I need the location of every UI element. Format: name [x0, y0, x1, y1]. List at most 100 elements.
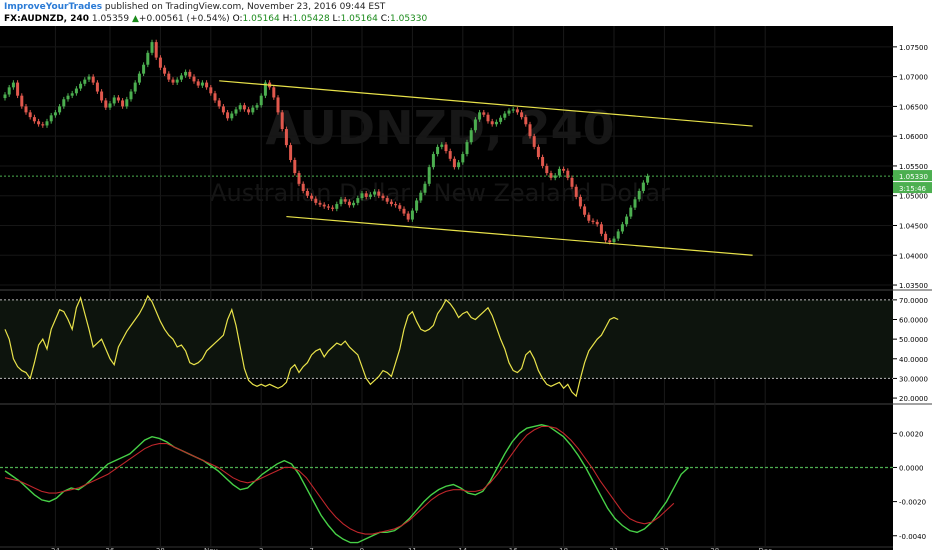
price-tick-label: 1.06000: [899, 133, 928, 141]
candle: [452, 158, 456, 168]
price-tick-label: 1.05000: [899, 193, 928, 201]
candle: [629, 207, 633, 217]
candle: [230, 113, 234, 119]
x-tick-label: 28: [710, 547, 719, 550]
x-tick-label: 14: [458, 547, 467, 550]
candle: [289, 145, 293, 160]
candle: [637, 190, 641, 200]
candle: [574, 186, 578, 197]
rsi-tick-label: 50.0000: [899, 336, 928, 344]
candle: [129, 91, 133, 100]
x-tick-label: 28: [156, 547, 165, 550]
candle: [11, 82, 15, 88]
candle: [608, 240, 612, 243]
candle: [293, 159, 297, 174]
candle: [167, 73, 171, 80]
candle: [541, 157, 545, 166]
candle: [125, 99, 129, 107]
candle: [242, 105, 246, 110]
candle: [423, 183, 427, 193]
watermark-name: Australian Dollar / New Zealand Dollar: [210, 179, 670, 207]
candle: [142, 64, 146, 74]
candle: [431, 154, 435, 168]
candle: [70, 93, 74, 96]
candle: [108, 103, 112, 108]
candle: [570, 177, 574, 187]
price-change: +0.00561 (+0.54%): [138, 14, 230, 24]
candle: [436, 146, 440, 155]
candle: [545, 165, 549, 174]
price-tick-label: 1.05500: [899, 163, 928, 171]
candle: [28, 112, 32, 118]
price-tick-label: 1.07500: [899, 44, 928, 52]
candle: [410, 210, 414, 220]
candle: [368, 194, 372, 197]
candle: [318, 202, 322, 205]
x-tick-label: 3: [259, 547, 263, 550]
high-label: H:: [282, 14, 293, 24]
candle: [100, 91, 104, 101]
publisher-link[interactable]: ImproveYourTrades: [4, 2, 103, 12]
symbol-label[interactable]: FX:AUDNZD, 240: [4, 14, 90, 24]
candle: [394, 204, 398, 206]
candle: [448, 151, 452, 159]
close-label: C:: [380, 14, 391, 24]
candle: [150, 42, 154, 53]
candle: [490, 121, 494, 125]
price-tick-label: 1.06500: [899, 103, 928, 111]
candle: [633, 199, 637, 208]
candle: [62, 99, 66, 107]
candle: [486, 114, 490, 122]
candle: [343, 199, 347, 202]
candle: [226, 112, 230, 119]
x-tick-label: Nov: [204, 547, 218, 550]
candle: [641, 182, 645, 191]
candle: [360, 193, 364, 199]
x-tick-label: 11: [408, 547, 417, 550]
candle: [301, 183, 305, 191]
candle: [251, 107, 255, 113]
countdown-tag: [893, 182, 932, 194]
candle: [427, 167, 431, 184]
x-tick-label: 24: [51, 547, 60, 550]
macd-tick-label: -0.0020: [899, 499, 926, 507]
candle: [213, 93, 217, 101]
candle: [32, 117, 36, 122]
last-price-label: 1.05330: [899, 173, 928, 181]
candle: [331, 207, 335, 209]
candle: [583, 206, 587, 215]
open-label: O:: [232, 14, 243, 24]
candle: [116, 97, 120, 101]
candle: [179, 75, 183, 80]
candle: [444, 144, 448, 152]
candle: [373, 191, 377, 195]
candle: [536, 146, 540, 158]
candle: [133, 82, 137, 92]
candle: [83, 79, 87, 84]
candle: [221, 106, 225, 113]
candle: [280, 112, 284, 130]
candle: [377, 191, 381, 196]
candle: [415, 200, 419, 211]
candle: [406, 213, 410, 220]
macd-tick-label: -0.0040: [899, 533, 926, 541]
candle: [37, 121, 41, 125]
rsi-tick-label: 70.0000: [899, 297, 928, 305]
candle: [389, 201, 393, 205]
candle: [79, 83, 83, 89]
candle: [473, 119, 477, 131]
candle: [503, 113, 507, 118]
candle: [620, 224, 624, 232]
x-tick-label: 23: [660, 547, 669, 550]
candle: [158, 57, 162, 68]
chart-canvas[interactable]: AUDNZD, 240 Australian Dollar / New Zeala…: [0, 26, 932, 550]
candle: [314, 198, 318, 203]
candle: [247, 109, 251, 113]
change-arrow-icon: ▲: [132, 14, 139, 24]
chart-header: ImproveYourTrades published on TradingVi…: [0, 0, 932, 26]
rsi-band: [0, 299, 893, 379]
candle: [562, 168, 566, 171]
candle: [326, 206, 330, 208]
candle: [595, 221, 599, 225]
candle: [217, 100, 221, 107]
